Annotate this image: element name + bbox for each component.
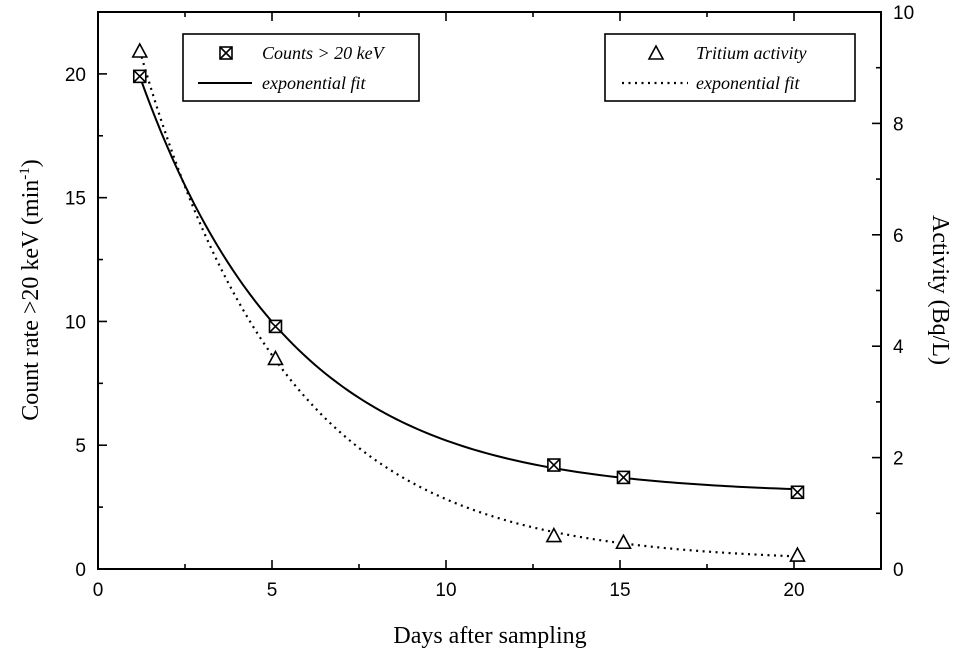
tritium-point	[615, 533, 632, 550]
legend-tritium: Tritium activity exponential fit	[604, 33, 856, 102]
fit-curve-series-1	[138, 50, 798, 558]
x-axis-title: Days after sampling	[393, 623, 586, 649]
y-left-tick-label: 10	[65, 312, 86, 333]
tritium-point	[267, 349, 284, 366]
legend-counts-fit-label: exponential fit	[262, 73, 366, 93]
x-tick-label: 5	[267, 580, 278, 601]
tritium-point	[789, 546, 806, 562]
legend-square-x-marker	[219, 46, 233, 60]
plot-frame	[97, 11, 882, 570]
x-tick-label: 10	[435, 580, 456, 601]
x-tick-label: 20	[783, 580, 804, 601]
y-left-tick-label: 15	[65, 189, 86, 210]
legend-tritium-box	[604, 33, 856, 102]
y-right-tick-label: 0	[893, 560, 904, 581]
y-right-axis-title: Activity (Bq/L)	[927, 215, 953, 365]
fit-curves	[138, 50, 798, 558]
counts-point	[547, 458, 561, 472]
legend-counts-box	[182, 33, 420, 102]
counts-point	[616, 470, 631, 485]
y-right-tick-label: 6	[893, 226, 904, 247]
legend-counts: Counts > 20 keV exponential fit	[182, 33, 420, 102]
counts-point	[132, 69, 147, 84]
x-tick-label: 15	[609, 580, 630, 601]
y-left-tick-label: 5	[75, 436, 86, 457]
fit-curve-series-0	[138, 76, 798, 491]
tritium-point	[545, 526, 563, 543]
legend-tritium-label: Tritium activity	[696, 43, 807, 63]
legend-counts-label: Counts > 20 keV	[262, 43, 386, 63]
legend-triangle-marker	[647, 44, 665, 60]
counts-point	[268, 319, 283, 334]
data-markers	[131, 42, 806, 562]
y-left-axis-title-sup: -1	[17, 167, 33, 180]
legend-tritium-fit-label: exponential fit	[696, 73, 800, 93]
y-left-tick-label: 20	[65, 65, 86, 86]
y-left-tick-label: 0	[75, 560, 86, 581]
counts-point	[790, 485, 805, 500]
y-right-tick-label: 2	[893, 449, 904, 470]
y-left-axis-title-main: Count rate >20 keV (min	[18, 180, 44, 421]
tritium-point	[131, 42, 149, 58]
y-left-axis-title: Count rate >20 keV (min-1)	[17, 159, 44, 421]
y-right-tick-label: 4	[893, 337, 904, 358]
y-right-tick-label: 8	[893, 114, 904, 135]
x-tick-label: 0	[93, 580, 104, 601]
y-right-tick-label: 10	[893, 3, 914, 24]
y-left-axis-title-close: )	[18, 159, 44, 167]
